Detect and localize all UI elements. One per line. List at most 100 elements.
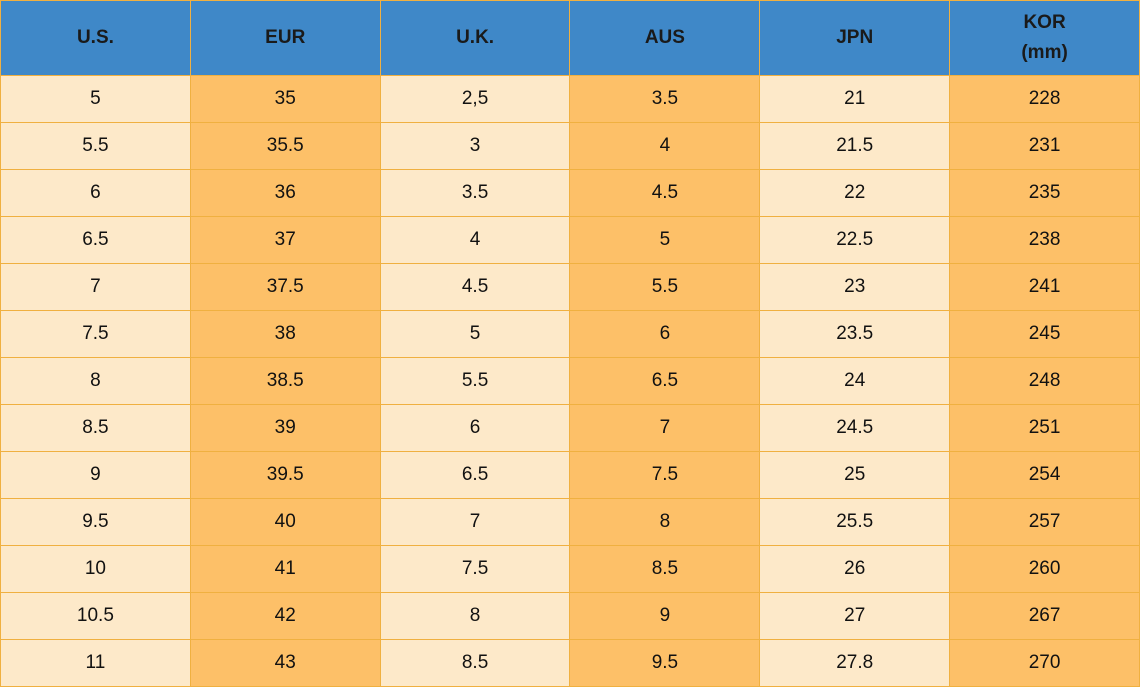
table-cell: 7: [379, 498, 571, 546]
header-cell: KOR (mm): [949, 0, 1140, 76]
header-cell: U.S.: [0, 0, 191, 76]
table-row: 5.5 35.5 3 4 21.5 231: [0, 122, 1140, 170]
table-cell: 4.5: [379, 263, 571, 311]
table-cell: 43: [189, 639, 381, 687]
table-cell: 7.5: [569, 451, 761, 499]
table-cell: 9: [569, 592, 761, 640]
table-cell: 2,5: [379, 75, 571, 123]
table-header: U.S. EUR U.K. AUS JPN KOR (mm): [0, 0, 1140, 76]
header-cell: EUR: [189, 0, 381, 76]
table-cell: 3.5: [379, 169, 571, 217]
table-cell: 35: [189, 75, 381, 123]
table-row: 8.5 39 6 7 24.5 251: [0, 404, 1140, 452]
table-cell: 21: [759, 75, 951, 123]
table-row: 6 36 3.5 4.5 22 235: [0, 169, 1140, 217]
table-cell: 8: [0, 357, 191, 405]
table-cell: 22.5: [759, 216, 951, 264]
table-cell: 4: [379, 216, 571, 264]
table-cell: 35.5: [189, 122, 381, 170]
table-cell: 22: [759, 169, 951, 217]
table-cell: 41: [189, 545, 381, 593]
table-cell: 254: [949, 451, 1140, 499]
table-cell: 7.5: [0, 310, 191, 358]
table-cell: 267: [949, 592, 1140, 640]
table-row: 9.5 40 7 8 25.5 257: [0, 498, 1140, 546]
table-cell: 270: [949, 639, 1140, 687]
table-cell: 39: [189, 404, 381, 452]
table-cell: 5: [379, 310, 571, 358]
table-cell: 228: [949, 75, 1140, 123]
table-cell: 248: [949, 357, 1140, 405]
table-cell: 6.5: [0, 216, 191, 264]
table-cell: 6.5: [379, 451, 571, 499]
table-row: 7.5 38 5 6 23.5 245: [0, 310, 1140, 358]
table-cell: 3.5: [569, 75, 761, 123]
header-cell: AUS: [569, 0, 761, 76]
table-cell: 10.5: [0, 592, 191, 640]
table-cell: 37: [189, 216, 381, 264]
table-cell: 23: [759, 263, 951, 311]
table-cell: 6.5: [569, 357, 761, 405]
table-cell: 7.5: [379, 545, 571, 593]
table-cell: 26: [759, 545, 951, 593]
table-cell: 37.5: [189, 263, 381, 311]
table-cell: 6: [569, 310, 761, 358]
table-row: 10 41 7.5 8.5 26 260: [0, 545, 1140, 593]
table-row: 7 37.5 4.5 5.5 23 241: [0, 263, 1140, 311]
table-cell: 6: [0, 169, 191, 217]
table-cell: 8.5: [569, 545, 761, 593]
table-cell: 8.5: [0, 404, 191, 452]
table-cell: 7: [569, 404, 761, 452]
table-cell: 25: [759, 451, 951, 499]
table-cell: 9: [0, 451, 191, 499]
table-cell: 25.5: [759, 498, 951, 546]
table-cell: 251: [949, 404, 1140, 452]
header-cell: U.K.: [379, 0, 571, 76]
table-row: 6.5 37 4 5 22.5 238: [0, 216, 1140, 264]
table-cell: 27.8: [759, 639, 951, 687]
table-cell: 11: [0, 639, 191, 687]
table-cell: 260: [949, 545, 1140, 593]
table-cell: 8: [569, 498, 761, 546]
table-row: 9 39.5 6.5 7.5 25 254: [0, 451, 1140, 499]
table-cell: 257: [949, 498, 1140, 546]
table-cell: 24.5: [759, 404, 951, 452]
header-row: U.S. EUR U.K. AUS JPN KOR (mm): [0, 0, 1140, 76]
table-cell: 5.5: [379, 357, 571, 405]
table-cell: 238: [949, 216, 1140, 264]
table-row: 11 43 8.5 9.5 27.8 270: [0, 639, 1140, 687]
table-cell: 27: [759, 592, 951, 640]
table-cell: 3: [379, 122, 571, 170]
table-cell: 241: [949, 263, 1140, 311]
table-cell: 38: [189, 310, 381, 358]
header-cell: JPN: [759, 0, 951, 76]
table-cell: 4.5: [569, 169, 761, 217]
table-row: 8 38.5 5.5 6.5 24 248: [0, 357, 1140, 405]
table-body: 5 35 2,5 3.5 21 228 5.5 35.5 3 4 21.5 231 6 36 3.5 4.5 2…: [0, 75, 1140, 687]
table-cell: 8: [379, 592, 571, 640]
table-cell: 10: [0, 545, 191, 593]
table-cell: 9.5: [0, 498, 191, 546]
table-cell: 231: [949, 122, 1140, 170]
table-cell: 5.5: [569, 263, 761, 311]
table-cell: 36: [189, 169, 381, 217]
table-cell: 40: [189, 498, 381, 546]
table-cell: 5: [569, 216, 761, 264]
table-row: 5 35 2,5 3.5 21 228: [0, 75, 1140, 123]
table-cell: 245: [949, 310, 1140, 358]
table-cell: 4: [569, 122, 761, 170]
table-cell: 39.5: [189, 451, 381, 499]
table-cell: 5.5: [0, 122, 191, 170]
table-cell: 9.5: [569, 639, 761, 687]
table-cell: 21.5: [759, 122, 951, 170]
table-cell: 38.5: [189, 357, 381, 405]
table-cell: 7: [0, 263, 191, 311]
table-row: 10.5 42 8 9 27 267: [0, 592, 1140, 640]
table-cell: 42: [189, 592, 381, 640]
table-cell: 23.5: [759, 310, 951, 358]
table-cell: 24: [759, 357, 951, 405]
table-cell: 235: [949, 169, 1140, 217]
table-cell: 5: [0, 75, 191, 123]
